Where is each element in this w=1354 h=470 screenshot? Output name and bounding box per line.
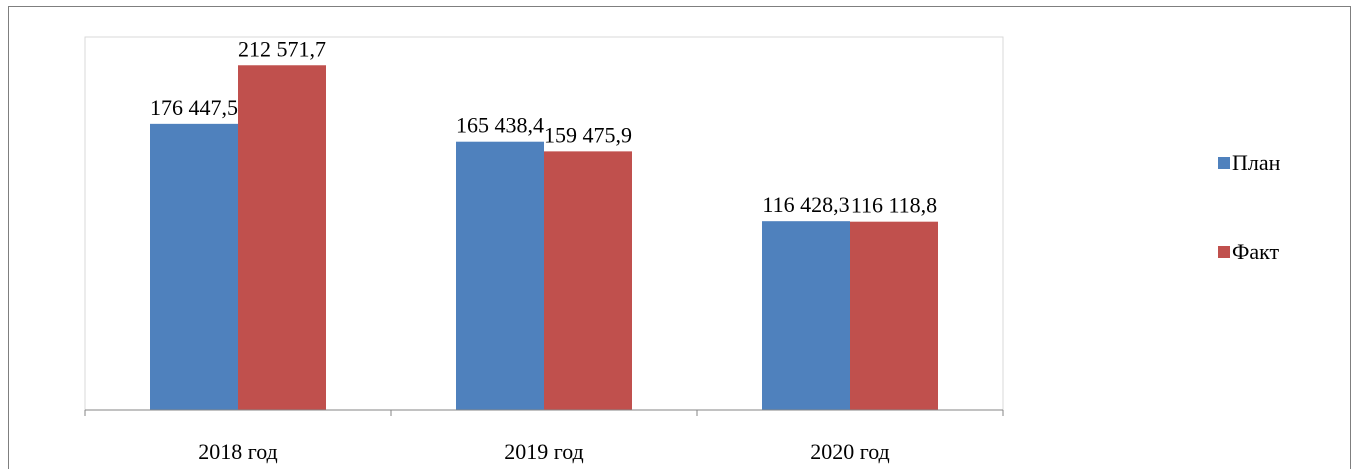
legend-label: Факт: [1232, 239, 1280, 264]
bar-План-2019 год: [456, 141, 544, 410]
chart-frame: [8, 6, 1351, 469]
data-label: 165 438,4: [456, 113, 544, 138]
data-label: 116 428,3: [762, 192, 849, 217]
data-label: 159 475,9: [544, 122, 632, 147]
bars-layer: [150, 65, 938, 411]
labels-layer: 176 447,5 212 571,7 165 438,4 159 475,9 116 …: [150, 36, 937, 217]
legend-swatch: [1218, 157, 1230, 169]
bar-План-2018 год: [150, 123, 238, 411]
legend: План Факт: [1218, 150, 1281, 264]
bar-План-2020 год: [762, 221, 850, 410]
data-label: 176 447,5: [150, 95, 238, 120]
x-tick-label: 2020 год: [810, 439, 890, 464]
legend-swatch: [1218, 246, 1230, 258]
bar-Факт-2019 год: [544, 151, 632, 410]
x-tick-label: 2019 год: [504, 439, 584, 464]
x-axis: 2018 год 2019 год 2020 год: [84, 409, 1004, 464]
x-tick-label: 2018 год: [198, 439, 278, 464]
data-label: 116 118,8: [851, 193, 937, 218]
data-label: 212 571,7: [238, 36, 326, 61]
bar-Факт-2018 год: [238, 65, 326, 410]
bar-Факт-2020 год: [850, 221, 938, 410]
legend-label: План: [1232, 150, 1281, 175]
